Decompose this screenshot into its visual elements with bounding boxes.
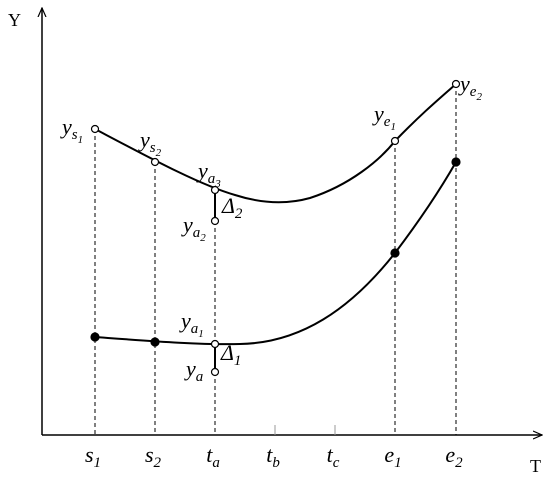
- label-base: t: [206, 442, 213, 467]
- label-base: y: [138, 127, 150, 152]
- x-tick-label: tc: [327, 442, 340, 471]
- y-axis-label: Y: [8, 10, 21, 30]
- open-point: [210, 339, 220, 349]
- label-subscript: c: [333, 455, 340, 471]
- label-subsubscript: 1: [198, 328, 204, 340]
- label-subsubscript: 1: [390, 121, 396, 133]
- open-point: [451, 79, 461, 89]
- label-base: y: [60, 114, 72, 139]
- label-subsubscript: 2: [200, 232, 206, 244]
- curves: [94, 83, 457, 372]
- axes: [42, 8, 542, 435]
- label-base: y: [179, 308, 191, 333]
- point-label: Δ1: [220, 340, 241, 369]
- open-point: [210, 185, 220, 195]
- point-label: ys2: [138, 127, 162, 159]
- points: [90, 79, 461, 377]
- label-base: e: [384, 442, 394, 467]
- label-subscript: a: [196, 369, 204, 385]
- label-base: y: [196, 158, 208, 183]
- open-point: [390, 136, 400, 146]
- point-label: ya1: [179, 308, 204, 340]
- open-point: [210, 367, 220, 377]
- open-point: [210, 216, 220, 226]
- label-base: t: [327, 442, 334, 467]
- label-subscript: s: [72, 127, 78, 143]
- label-subsubscript: 2: [476, 91, 482, 103]
- label-base: s: [85, 442, 94, 467]
- label-subscript: a: [193, 225, 201, 241]
- filled-point: [90, 332, 100, 342]
- label-subscript: a: [191, 321, 199, 337]
- label-subscript: 2: [235, 206, 243, 222]
- filled-point: [150, 337, 160, 347]
- point-label: ye1: [372, 101, 396, 133]
- label-subscript: s: [150, 140, 156, 156]
- label-subscript: b: [272, 455, 280, 471]
- x-tick-label: s2: [145, 442, 162, 471]
- label-subscript: 2: [455, 455, 463, 471]
- label-subscript: a: [208, 171, 216, 187]
- x-tick-label: e1: [384, 442, 401, 471]
- label-base: y: [181, 212, 193, 237]
- label-base: e: [445, 442, 455, 467]
- point-label: ya2: [181, 212, 206, 244]
- label-base: y: [184, 356, 196, 381]
- lower-curve: [94, 161, 457, 346]
- label-base: y: [372, 101, 384, 126]
- tick-marks: [274, 425, 336, 435]
- x-tick-label: ta: [206, 442, 220, 471]
- label-subscript: e: [470, 84, 477, 100]
- filled-point: [390, 248, 400, 258]
- label-base: Δ: [221, 193, 235, 218]
- label-subscript: 1: [94, 455, 102, 471]
- x-tick-label: tb: [266, 442, 280, 471]
- label-subsubscript: 2: [156, 147, 162, 159]
- filled-point: [451, 157, 461, 167]
- x-axis-label: T: [530, 456, 541, 476]
- guides: [94, 84, 457, 435]
- label-subscript: 1: [234, 353, 242, 369]
- point-label: ye2: [458, 71, 482, 103]
- label-base: y: [458, 71, 470, 96]
- label-subscript: a: [212, 455, 220, 471]
- point-label: Δ2: [221, 193, 243, 222]
- point-label: ys1: [60, 114, 83, 146]
- open-point: [150, 157, 160, 167]
- label-base: t: [266, 442, 273, 467]
- x-tick-label: e2: [445, 442, 463, 471]
- label-subscript: 1: [394, 455, 402, 471]
- label-subscript: 2: [154, 455, 162, 471]
- label-subscript: e: [384, 114, 391, 130]
- point-label: ya3: [196, 158, 221, 190]
- open-point: [90, 124, 100, 134]
- point-label: ya: [184, 356, 203, 385]
- x-tick-label: s1: [85, 442, 101, 471]
- label-base: Δ: [220, 340, 234, 365]
- label-base: s: [145, 442, 154, 467]
- label-subsubscript: 1: [78, 134, 84, 146]
- upper-curve: [94, 83, 457, 204]
- label-subsubscript: 3: [214, 178, 221, 190]
